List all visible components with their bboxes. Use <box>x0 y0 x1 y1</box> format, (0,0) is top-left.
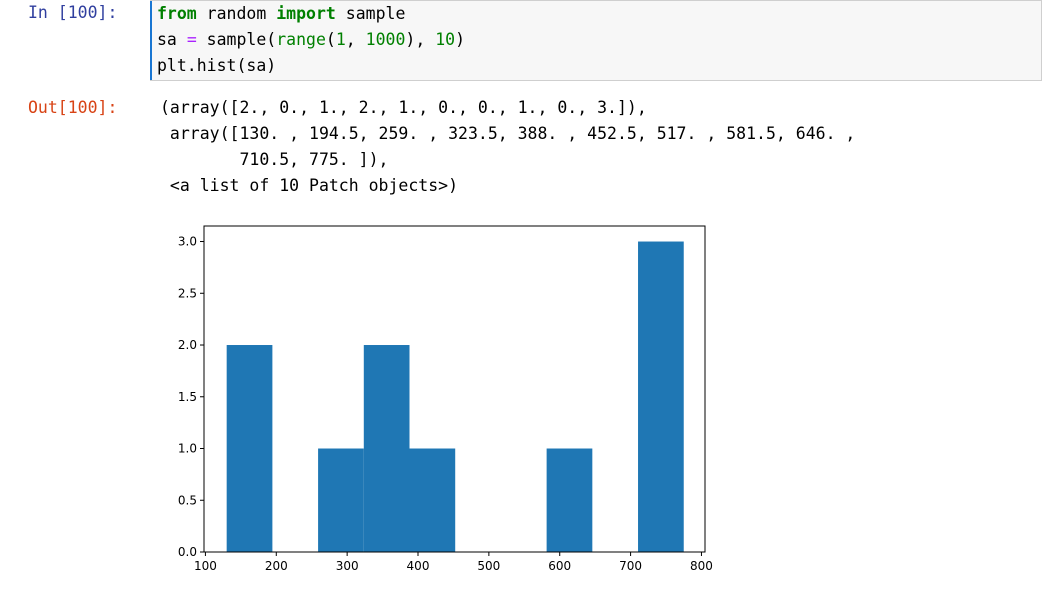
code-cell[interactable]: from random import sample sa = sample(ra… <box>150 0 1042 81</box>
input-prompt: In [100]: <box>28 3 118 22</box>
histogram-bar <box>226 345 273 552</box>
code-editor[interactable]: from random import sample sa = sample(ra… <box>157 1 465 79</box>
y-tick-label: 0.0 <box>178 545 197 559</box>
code-line-2: sa = sample(range(1, 1000), 10) <box>157 30 465 49</box>
x-tick-label: 500 <box>477 559 500 573</box>
y-tick-label: 1.5 <box>178 390 197 404</box>
code-line-1: from random import sample <box>157 4 405 23</box>
y-tick-label: 1.0 <box>178 442 197 456</box>
output-line: array([130. , 194.5, 259. , 323.5, 388. … <box>160 124 856 143</box>
output-line: <a list of 10 Patch objects>) <box>160 176 459 195</box>
module-name: random <box>196 4 277 23</box>
y-tick-label: 2.0 <box>178 338 197 352</box>
number-10: 10 <box>435 30 456 49</box>
histogram-bar <box>318 448 364 552</box>
variable-name: sa <box>157 30 187 49</box>
output-text: (array([2., 0., 1., 2., 1., 0., 0., 1., … <box>160 95 855 199</box>
keyword-from: from <box>157 4 197 23</box>
x-tick-label: 400 <box>407 559 430 573</box>
cell-selection-bar <box>150 1 152 80</box>
x-tick-label: 600 <box>548 559 571 573</box>
y-tick-label: 3.0 <box>178 235 197 249</box>
comma: , <box>345 30 366 49</box>
code-line-3: plt.hist(sa) <box>157 56 277 75</box>
x-tick-label: 300 <box>336 559 359 573</box>
import-name: sample <box>335 4 406 23</box>
paren-end: ) <box>455 30 466 49</box>
x-tick-label: 800 <box>690 559 713 573</box>
x-tick-label: 200 <box>265 559 288 573</box>
x-tick-label: 100 <box>194 559 217 573</box>
histogram-bar <box>638 241 684 552</box>
number-1: 1 <box>335 30 346 49</box>
assign-operator: = <box>186 30 197 49</box>
paren-close: ), <box>405 30 436 49</box>
plot-frame <box>203 225 706 553</box>
output-prompt: Out[100]: <box>28 98 118 117</box>
keyword-import: import <box>276 4 336 23</box>
x-tick-label: 700 <box>619 559 642 573</box>
y-tick-label: 0.5 <box>178 493 197 507</box>
output-line: 710.5, 775. ]), <box>160 150 389 169</box>
histogram-bar <box>546 448 593 552</box>
paren-open: ( <box>325 30 336 49</box>
histogram-bar <box>363 345 410 552</box>
builtin-range: range <box>276 30 326 49</box>
function-call: sample( <box>196 30 277 49</box>
y-tick-label: 2.5 <box>178 286 197 300</box>
histogram-bar <box>409 448 456 552</box>
number-1000: 1000 <box>365 30 406 49</box>
output-line: (array([2., 0., 1., 2., 1., 0., 0., 1., … <box>160 98 647 117</box>
